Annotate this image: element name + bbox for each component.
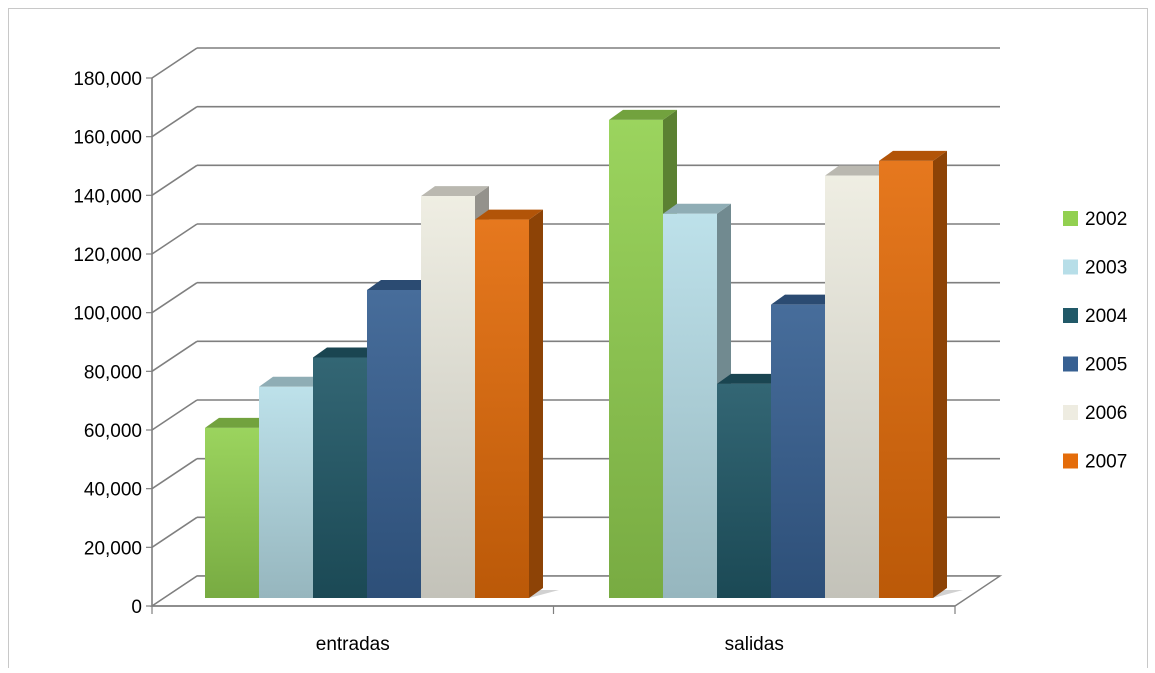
bar-2007-entradas — [475, 209, 543, 598]
bar-front — [421, 196, 475, 598]
y-tick-label: 60,000 — [84, 421, 142, 442]
bar-side — [529, 209, 543, 598]
chart-frame — [8, 8, 1148, 668]
y-tick-label: 140,000 — [73, 186, 142, 207]
bar-top — [367, 280, 435, 290]
bar-front — [609, 119, 663, 598]
gridline-depth — [151, 399, 198, 431]
legend-swatch — [1063, 405, 1078, 420]
bar-top — [771, 294, 839, 305]
legend: 2002 2003 2004 2005 2006 2007 — [1063, 209, 1128, 473]
y-tick-label: 80,000 — [84, 362, 142, 383]
gridline-depth — [151, 223, 198, 255]
legend-swatch — [1063, 211, 1078, 226]
gridline-depth — [151, 106, 198, 138]
gridline-depth — [151, 282, 198, 314]
legend-swatch — [1063, 308, 1078, 323]
bar-2007-salidas — [879, 150, 947, 598]
bar-top — [879, 150, 947, 161]
legend-label: 2002 — [1085, 209, 1127, 230]
legend-label: 2005 — [1085, 355, 1127, 376]
bar-top — [609, 109, 677, 120]
gridline-depth — [151, 340, 198, 372]
bar-front — [367, 290, 421, 598]
bar-top — [421, 186, 489, 197]
bar-front — [825, 175, 879, 598]
x-category-label: salidas — [725, 634, 784, 655]
bar-front — [771, 304, 825, 598]
legend-label: 2007 — [1085, 452, 1127, 473]
bar-top — [717, 373, 785, 384]
bar-front — [205, 427, 259, 598]
gridline-depth — [151, 458, 198, 490]
gridline-depth — [151, 516, 198, 548]
gridline-depth — [151, 164, 198, 196]
legend-swatch — [1063, 356, 1078, 372]
y-tick-label: 180,000 — [73, 69, 142, 90]
y-tick-label: 160,000 — [73, 128, 142, 149]
bar-top — [825, 165, 893, 176]
bar-front — [663, 213, 717, 598]
y-tick-label: 120,000 — [73, 245, 142, 266]
bar-top — [259, 376, 327, 387]
bars — [205, 109, 947, 598]
y-tick-label: 40,000 — [84, 480, 142, 501]
y-tick-label: 100,000 — [73, 304, 142, 325]
bar-top — [205, 417, 273, 428]
bar-top — [663, 203, 731, 214]
legend-label: 2006 — [1085, 403, 1127, 424]
bar-top — [313, 347, 381, 358]
bar-front — [313, 357, 367, 598]
legend-swatch — [1063, 259, 1078, 275]
y-tick-label: 20,000 — [84, 538, 142, 559]
legend-label: 2004 — [1085, 306, 1128, 327]
x-category-label: entradas — [316, 634, 390, 655]
legend-label: 2003 — [1085, 258, 1127, 279]
bar-side — [933, 150, 947, 598]
bar-front — [717, 383, 771, 598]
bar-front — [475, 219, 529, 598]
legend-swatch — [1063, 453, 1078, 469]
bar-front — [879, 160, 933, 598]
bar-top — [475, 209, 543, 220]
bar-front — [259, 386, 313, 598]
y-tick-label: 0 — [131, 597, 142, 618]
gridline-depth — [151, 47, 198, 79]
